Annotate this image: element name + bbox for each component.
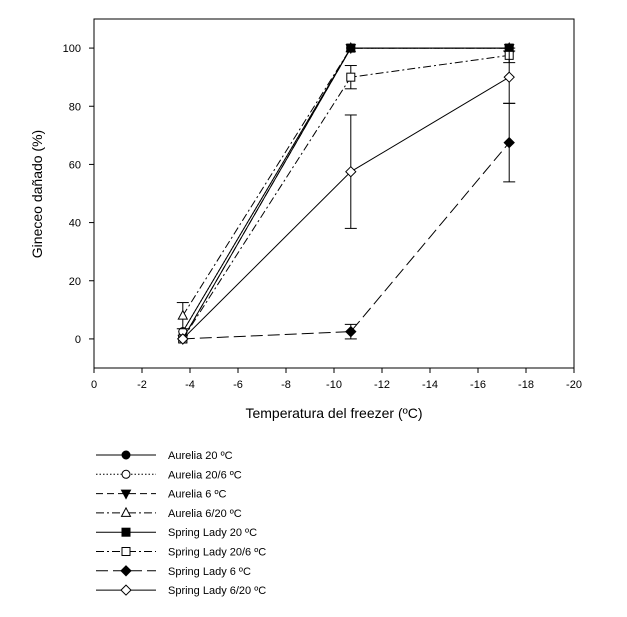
- series-line: [182, 142, 510, 340]
- series-line: [182, 47, 510, 340]
- x-tick-label: -4: [185, 379, 195, 391]
- y-tick-label: 20: [69, 276, 81, 288]
- y-tick-label: 40: [69, 218, 81, 230]
- x-tick-label: -14: [422, 379, 438, 391]
- data-point: [346, 43, 356, 53]
- legend-label: Aurelia 20 ºC: [168, 450, 233, 462]
- series-line: [182, 47, 510, 332]
- legend-marker: [121, 450, 131, 460]
- data-point: [177, 309, 189, 320]
- legend-marker: [120, 489, 132, 500]
- legend-item: Spring Lady 20/6 ºC: [96, 547, 266, 559]
- data-point: [345, 325, 357, 338]
- legend-label: Spring Lady 20 ºC: [168, 527, 257, 539]
- x-tick-label: -10: [326, 379, 342, 391]
- y-tick-label: 60: [69, 159, 81, 171]
- x-tick-label: -12: [374, 379, 390, 391]
- legend-item: Aurelia 20 ºC: [96, 450, 233, 462]
- legend-label: Spring Lady 6/20 ºC: [168, 585, 266, 597]
- legend-marker: [121, 469, 131, 479]
- legend-item: Aurelia 20/6 ºC: [96, 469, 242, 481]
- data-point: [345, 165, 357, 178]
- legend-label: Spring Lady 20/6 ºC: [168, 547, 266, 559]
- x-axis-title: Temperatura del freezer (ºC): [245, 405, 422, 421]
- x-tick-label: -2: [137, 379, 147, 391]
- plot-frame: [93, 18, 575, 369]
- y-axis-title: Gineceo dañado (%): [29, 130, 45, 258]
- data-point: [177, 333, 189, 345]
- series-line: [182, 54, 510, 340]
- legend-marker: [121, 527, 131, 537]
- legend-marker: [121, 547, 131, 556]
- y-tick-label: 0: [75, 334, 81, 346]
- legend-marker: [120, 506, 132, 517]
- data-point: [346, 72, 356, 82]
- legend-label: Aurelia 6 ºC: [168, 489, 226, 501]
- x-tick-label: -6: [233, 379, 243, 391]
- legend-marker: [120, 565, 132, 577]
- x-tick-label: -16: [470, 379, 486, 391]
- legend-label: Aurelia 20/6 ºC: [168, 469, 242, 481]
- y-tick-label: 80: [69, 101, 81, 113]
- series-line: [182, 47, 510, 332]
- x-tick-label: -8: [281, 379, 291, 391]
- x-tick-label: 0: [91, 379, 97, 391]
- data-point: [503, 136, 515, 149]
- legend-label: Aurelia 6/20 ºC: [168, 508, 242, 520]
- legend-item: Aurelia 6/20 ºC: [96, 506, 242, 520]
- legend-item: Spring Lady 6 ºC: [96, 565, 251, 578]
- x-tick-label: -20: [566, 379, 582, 391]
- y-tick-label: 100: [63, 43, 81, 55]
- legend-marker: [120, 584, 132, 596]
- data-point: [503, 71, 515, 83]
- x-tick-label: -18: [518, 379, 534, 391]
- legend-item: Spring Lady 6/20 ºC: [96, 584, 266, 597]
- legend-item: Spring Lady 20 ºC: [96, 527, 257, 539]
- series-line: [182, 76, 510, 340]
- series-line: [182, 47, 510, 340]
- legend-item: Aurelia 6 ºC: [96, 489, 226, 501]
- legend-label: Spring Lady 6 ºC: [168, 566, 251, 578]
- series-line: [182, 47, 510, 316]
